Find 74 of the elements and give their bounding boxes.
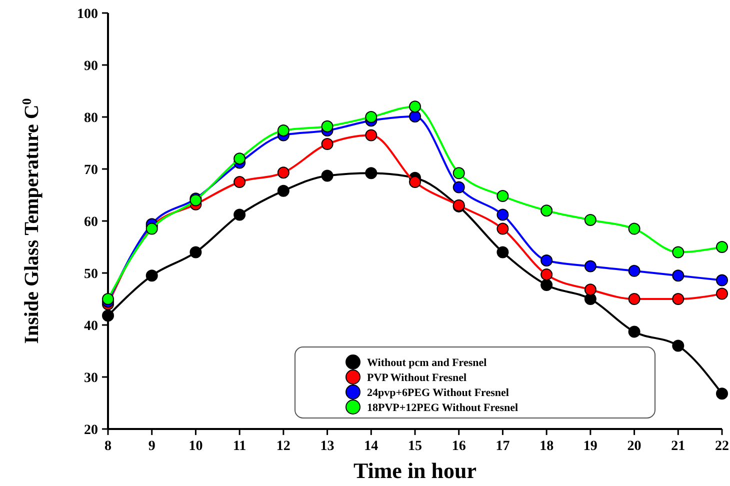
- point: [496, 246, 509, 258]
- point: [234, 152, 246, 165]
- x-tick-label: 22: [715, 439, 729, 454]
- point: [584, 260, 596, 272]
- point: [409, 100, 421, 113]
- point: [409, 110, 421, 122]
- point: [277, 166, 290, 179]
- point: [628, 222, 640, 235]
- point: [365, 129, 378, 142]
- point: [672, 246, 684, 258]
- point: [234, 176, 246, 188]
- point: [452, 167, 465, 180]
- point: [716, 288, 728, 300]
- point: [716, 388, 728, 400]
- y-tick-label: 30: [84, 371, 98, 386]
- point: [146, 222, 158, 235]
- point: [540, 268, 553, 281]
- x-tick-label: 14: [364, 439, 378, 454]
- x-tick-label: 16: [452, 439, 466, 454]
- point: [716, 274, 728, 286]
- y-tick-label: 90: [84, 59, 98, 74]
- point: [672, 340, 684, 352]
- legend-label: Without pcm and Fresnel: [367, 357, 487, 369]
- point: [146, 270, 158, 282]
- point: [540, 278, 553, 291]
- x-tick-label: 8: [104, 439, 112, 454]
- x-tick-label: 19: [583, 439, 598, 454]
- point: [234, 208, 246, 221]
- point: [365, 167, 378, 180]
- y-tick-label: 100: [77, 7, 98, 22]
- point: [672, 270, 684, 282]
- x-tick-label: 20: [627, 439, 642, 454]
- point: [321, 138, 334, 150]
- point: [365, 111, 378, 123]
- point: [628, 326, 640, 338]
- x-tick-label: 21: [671, 439, 686, 454]
- point: [277, 184, 290, 197]
- point: [321, 120, 334, 132]
- x-tick-label: 9: [148, 439, 156, 454]
- x-tick-label: 17: [496, 439, 510, 454]
- legend-label: 18PVP+12PEG Without Fresnel: [367, 402, 518, 414]
- point: [540, 254, 553, 267]
- x-tick-label: 11: [232, 439, 246, 454]
- point: [584, 284, 596, 296]
- y-tick-label: 80: [84, 111, 98, 126]
- point: [672, 293, 684, 305]
- x-tick-label: 12: [276, 439, 290, 454]
- point: [716, 241, 728, 253]
- x-tick-label: 13: [320, 439, 334, 454]
- x-axis-title: Time in hour: [353, 458, 477, 483]
- point: [496, 208, 509, 221]
- point: [452, 181, 465, 194]
- y-tick-label: 60: [84, 215, 98, 230]
- legend-label: 24pvp+6PEG Without Fresnel: [367, 387, 509, 399]
- point: [584, 214, 596, 226]
- x-tick-label: 18: [540, 439, 554, 454]
- point: [628, 264, 640, 277]
- point: [277, 124, 290, 137]
- x-tick-label: 10: [188, 439, 203, 454]
- y-tick-label: 20: [84, 423, 98, 438]
- point: [540, 204, 553, 217]
- point: [190, 246, 202, 258]
- point: [628, 293, 640, 305]
- point: [102, 293, 114, 305]
- x-tick-label: 15: [408, 439, 422, 454]
- point: [409, 176, 421, 188]
- y-tick-label: 40: [84, 319, 98, 334]
- point: [321, 170, 334, 182]
- y-tick-label: 70: [84, 163, 98, 178]
- point: [102, 310, 114, 322]
- y-tick-label: 50: [84, 267, 98, 282]
- point: [496, 190, 509, 202]
- legend-label: PVP Without Fresnel: [367, 372, 467, 384]
- point: [496, 222, 509, 235]
